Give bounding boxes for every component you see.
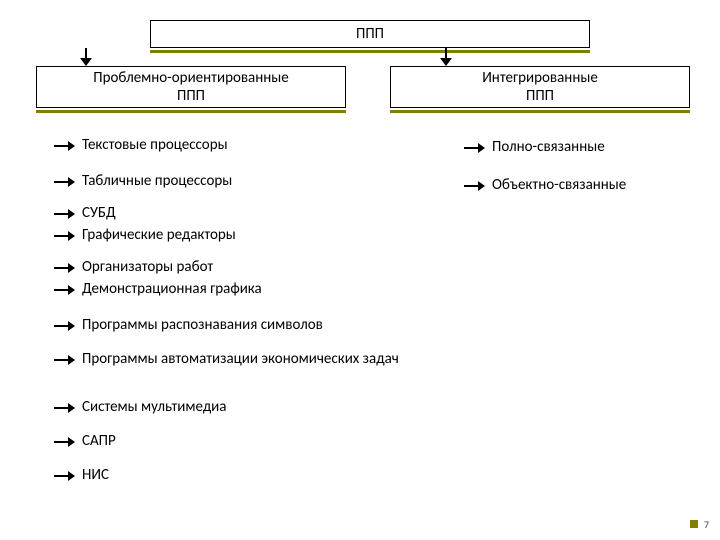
arrow-right-icon — [54, 316, 76, 334]
arrow-root-to-problem — [80, 48, 92, 66]
item-label: Полно-связанные — [492, 138, 605, 157]
list-item: НИС — [54, 466, 109, 485]
integrated-accent — [390, 110, 690, 113]
item-label: Системы мультимедиа — [82, 398, 226, 417]
list-item: Программы распознавания символов — [54, 316, 323, 335]
list-item: Организаторы работ — [54, 258, 213, 277]
list-item: Демонстрационная графика — [54, 280, 262, 299]
list-item: Системы мультимедиа — [54, 398, 226, 417]
arrow-right-icon — [54, 466, 76, 484]
list-item: Графические редакторы — [54, 226, 236, 245]
item-label: Графические редакторы — [82, 226, 236, 245]
page-number: 7 — [704, 518, 709, 531]
root-accent — [150, 50, 590, 53]
page-bullet-icon — [690, 520, 698, 528]
arrow-right-icon — [54, 432, 76, 450]
arrow-right-icon — [54, 136, 76, 154]
arrow-root-to-integrated — [440, 48, 452, 66]
item-label: Программы автоматизации экономических за… — [82, 350, 399, 369]
arrow-right-icon — [54, 258, 76, 276]
list-item: Текстовые процессоры — [54, 136, 228, 155]
item-label: Программы распознавания символов — [82, 316, 323, 335]
item-label: СУБД — [82, 204, 116, 223]
item-label: Организаторы работ — [82, 258, 213, 277]
arrow-right-icon — [54, 204, 76, 222]
list-item: Полно-связанные — [464, 138, 605, 157]
root-label: ППП — [356, 25, 384, 43]
list-item: САПР — [54, 432, 116, 451]
problem-box: Проблемно-ориентированные ППП — [36, 66, 346, 108]
arrow-right-icon — [54, 226, 76, 244]
list-item: Табличные процессоры — [54, 172, 232, 191]
list-item: Программы автоматизации экономических за… — [54, 350, 399, 369]
problem-accent — [36, 110, 346, 113]
arrow-right-icon — [54, 280, 76, 298]
arrow-right-icon — [464, 176, 486, 194]
item-label: Демонстрационная графика — [82, 280, 262, 299]
item-label: САПР — [82, 432, 116, 451]
list-item: СУБД — [54, 204, 116, 223]
integrated-label: Интегрированные ППП — [482, 69, 598, 105]
arrow-right-icon — [54, 172, 76, 190]
item-label: НИС — [82, 466, 109, 485]
item-label: Текстовые процессоры — [82, 136, 228, 155]
arrow-right-icon — [54, 398, 76, 416]
list-item: Объектно-связанные — [464, 176, 626, 195]
problem-label: Проблемно-ориентированные ППП — [93, 69, 288, 105]
root-box: ППП — [150, 20, 590, 48]
arrow-right-icon — [54, 350, 76, 368]
item-label: Объектно-связанные — [492, 176, 626, 195]
item-label: Табличные процессоры — [82, 172, 232, 191]
integrated-box: Интегрированные ППП — [390, 66, 690, 108]
arrow-right-icon — [464, 138, 486, 156]
